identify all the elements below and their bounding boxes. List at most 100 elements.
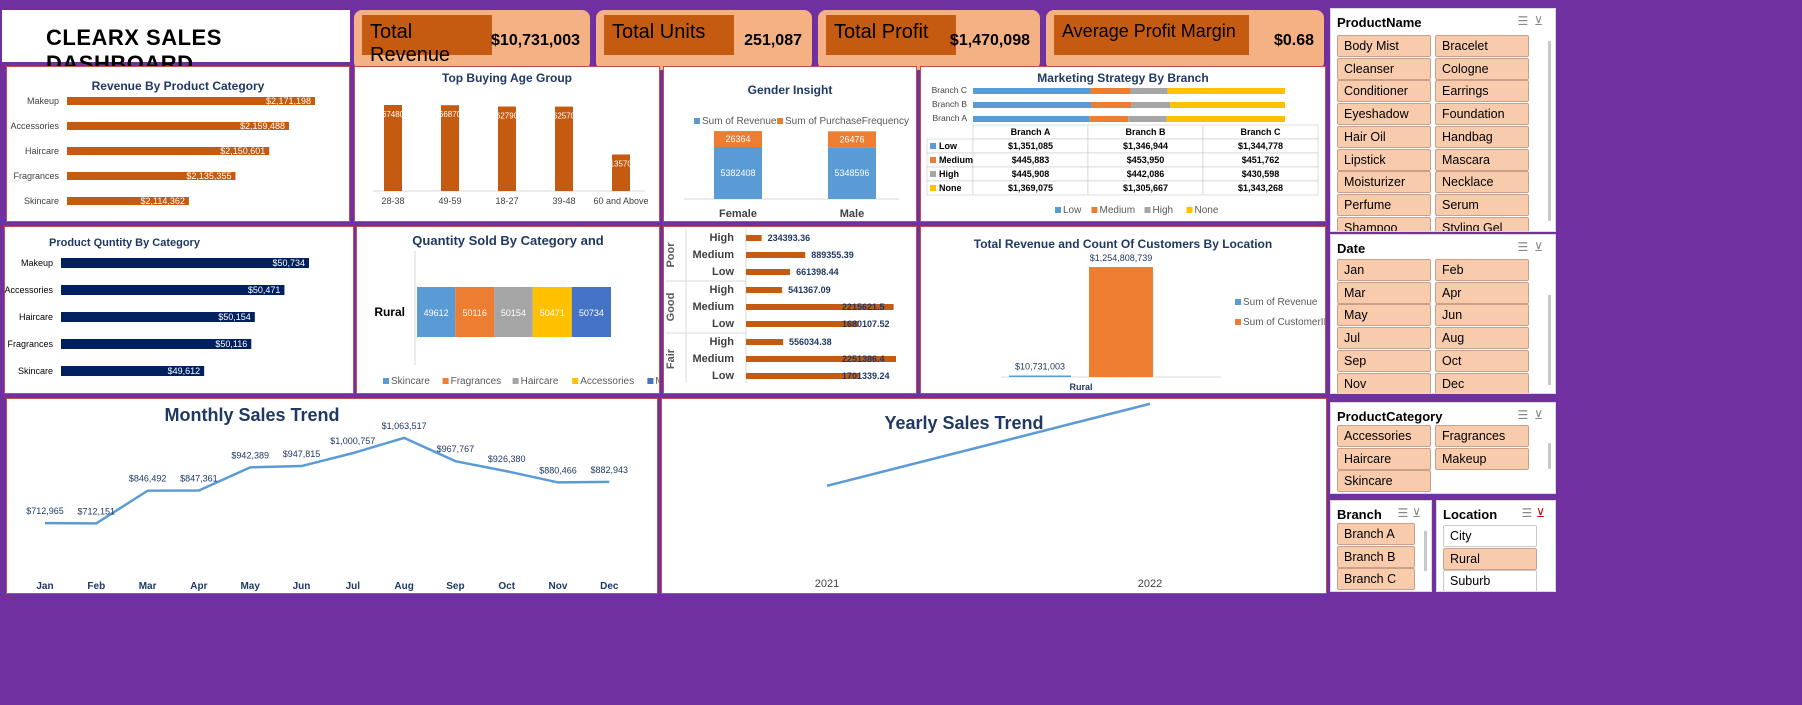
slicer-item-mar[interactable]: Mar xyxy=(1337,281,1431,304)
level-label: Medium xyxy=(692,249,734,261)
slicer-item-bracelet[interactable]: Bracelet xyxy=(1435,35,1529,57)
slicer-item-conditioner[interactable]: Conditioner xyxy=(1337,80,1431,103)
level-label: Low xyxy=(712,266,734,278)
date-slicer-scrollbar[interactable] xyxy=(1548,295,1551,385)
slicer-item-makeup[interactable]: Makeup xyxy=(1435,447,1529,470)
legend-label: High xyxy=(1153,205,1174,216)
qty-sold-title: Quantity Sold By Category and xyxy=(412,233,604,248)
marketing-strategy-title: Marketing Strategy By Branch xyxy=(1037,71,1209,85)
month-label: Sep xyxy=(446,581,464,592)
product-slicer-scrollbar[interactable] xyxy=(1548,41,1551,221)
legend-swatch xyxy=(647,378,654,384)
strategy-segment xyxy=(1129,88,1168,94)
slicer-item-fragrances[interactable]: Fragrances xyxy=(1435,425,1529,447)
clear-filter-icon[interactable]: ⊻ xyxy=(1536,506,1549,520)
slicer-item-eyeshadow[interactable]: Eyeshadow xyxy=(1337,103,1431,126)
slicer-item-necklace[interactable]: Necklace xyxy=(1435,171,1529,194)
legend-swatch xyxy=(694,118,700,124)
slicer-item-nov[interactable]: Nov xyxy=(1337,372,1431,393)
legend-label: Haircare xyxy=(521,376,559,387)
slicer-item-jun[interactable]: Jun xyxy=(1435,304,1529,327)
date-slicer: Date ☰⊻ Jan Feb Mar Apr May Jun Jul Aug Sep Oct No… xyxy=(1330,234,1556,394)
slicer-item-dec[interactable]: Dec xyxy=(1435,372,1529,393)
legend-label: Sum of Revenue xyxy=(702,116,777,127)
slicer-item-may[interactable]: May xyxy=(1337,304,1431,327)
slicer-item-shampoo[interactable]: Shampoo xyxy=(1337,216,1431,231)
marketing-strategy-chart: Marketing Strategy By Branch Branch C Bra… xyxy=(920,66,1326,222)
legend-swatch xyxy=(383,378,389,384)
slicer-item-perfume[interactable]: Perfume xyxy=(1337,193,1431,216)
clear-filter-icon[interactable]: ⊻ xyxy=(1534,408,1549,422)
table-value: $1,351,085 xyxy=(1008,141,1053,151)
monthly-sales-svg: $712,965 Jan $712,151 Feb $846,492 Mar $847,36… xyxy=(26,421,628,592)
slicer-item-sep[interactable]: Sep xyxy=(1337,349,1431,372)
multi-select-icon[interactable]: ☰ xyxy=(1517,240,1535,254)
slicer-item-cleanser[interactable]: Cleanser xyxy=(1337,57,1431,80)
clear-filter-icon[interactable]: ⊻ xyxy=(1534,14,1549,28)
slicer-item-city[interactable]: City xyxy=(1443,525,1537,547)
legend-swatch xyxy=(777,118,783,124)
level-label: Low xyxy=(712,370,734,382)
table-header: Branch B xyxy=(1125,127,1166,137)
multi-select-icon[interactable]: ☰ xyxy=(1517,408,1535,422)
age-group-svg: 2674800 28-38 2668700 49-59 2627900 18-27 2625… xyxy=(373,105,649,206)
branch-slicer-scrollbar[interactable] xyxy=(1424,531,1427,571)
slicer-item-feb[interactable]: Feb xyxy=(1435,259,1529,281)
slicer-item-apr[interactable]: Apr xyxy=(1435,281,1529,304)
data-label: $942,389 xyxy=(231,450,269,460)
slicer-item-oct[interactable]: Oct xyxy=(1435,349,1529,372)
data-label: $2,159,488 xyxy=(240,121,285,131)
slicer-item-lipstick[interactable]: Lipstick xyxy=(1337,148,1431,171)
table-value: $1,344,778 xyxy=(1238,141,1283,151)
frequency-segment xyxy=(714,131,762,147)
slicer-item-handbag[interactable]: Handbag xyxy=(1435,125,1529,148)
slicer-item-styling-gel[interactable]: Styling Gel xyxy=(1435,216,1529,231)
age-group-chart: Top Buying Age Group 2674800 28-38 2668700… xyxy=(354,66,660,222)
slicer-item-aug[interactable]: Aug xyxy=(1435,327,1529,350)
revenue-segment xyxy=(828,147,876,199)
category-label: 60 and Above xyxy=(593,196,648,206)
table-header: Branch C xyxy=(1240,127,1281,137)
satisfaction-bar xyxy=(746,287,783,293)
satisfaction-chart: Poor High 234393.36 Medium 889355.39 Low 66139… xyxy=(663,226,917,394)
age-bar xyxy=(441,105,459,191)
slicer-item-accessories[interactable]: Accessories xyxy=(1337,425,1431,447)
slicer-item-suburb[interactable]: Suburb xyxy=(1443,570,1537,591)
slicer-item-hair-oil[interactable]: Hair Oil xyxy=(1337,125,1431,148)
slicer-item-mascara[interactable]: Mascara xyxy=(1435,148,1529,171)
clear-filter-icon[interactable]: ⊻ xyxy=(1534,240,1549,254)
multi-select-icon[interactable]: ☰ xyxy=(1517,14,1535,28)
age-group-title: Top Buying Age Group xyxy=(442,71,572,85)
slicer-item-foundation[interactable]: Foundation xyxy=(1435,103,1529,126)
slicer-item-jan[interactable]: Jan xyxy=(1337,259,1431,281)
legend-label: Accessories xyxy=(580,376,634,387)
clear-filter-icon[interactable]: ⊻ xyxy=(1412,506,1425,520)
slicer-item-branch-a[interactable]: Branch A xyxy=(1337,523,1415,545)
strategy-segment xyxy=(973,88,1091,94)
slicer-item-skincare[interactable]: Skincare xyxy=(1337,470,1431,493)
slicer-item-cologne[interactable]: Cologne xyxy=(1435,57,1529,80)
slicer-item-rural[interactable]: Rural xyxy=(1443,547,1537,570)
slicer-item-jul[interactable]: Jul xyxy=(1337,327,1431,350)
multi-select-icon[interactable]: ☰ xyxy=(1397,506,1413,520)
slicer-item-body-mist[interactable]: Body Mist xyxy=(1337,35,1431,57)
data-label: 1680107.52 xyxy=(842,319,890,329)
category-slicer-scrollbar[interactable] xyxy=(1548,443,1551,469)
customers-bar xyxy=(1089,267,1153,377)
quantity-bar xyxy=(61,339,252,349)
data-label: 2674800 xyxy=(377,110,409,119)
slicer-item-earrings[interactable]: Earrings xyxy=(1435,80,1529,103)
strategy-segment xyxy=(973,116,1090,122)
slicer-item-branch-c[interactable]: Branch C xyxy=(1337,568,1415,591)
category-label: Skincare xyxy=(18,366,53,376)
data-label: 541367.09 xyxy=(788,285,831,295)
table-value: $1,369,075 xyxy=(1008,183,1053,193)
multi-select-icon[interactable]: ☰ xyxy=(1521,506,1537,520)
slicer-item-haircare[interactable]: Haircare xyxy=(1337,447,1431,470)
category-label: Fragrances xyxy=(7,339,53,349)
kpi-margin-value: $0.68 xyxy=(1273,32,1314,49)
slicer-item-serum[interactable]: Serum xyxy=(1435,193,1529,216)
slicer-item-moisturizer[interactable]: Moisturizer xyxy=(1337,171,1431,194)
slicer-item-branch-b[interactable]: Branch B xyxy=(1337,545,1415,568)
category-label: Accessories xyxy=(10,121,59,131)
